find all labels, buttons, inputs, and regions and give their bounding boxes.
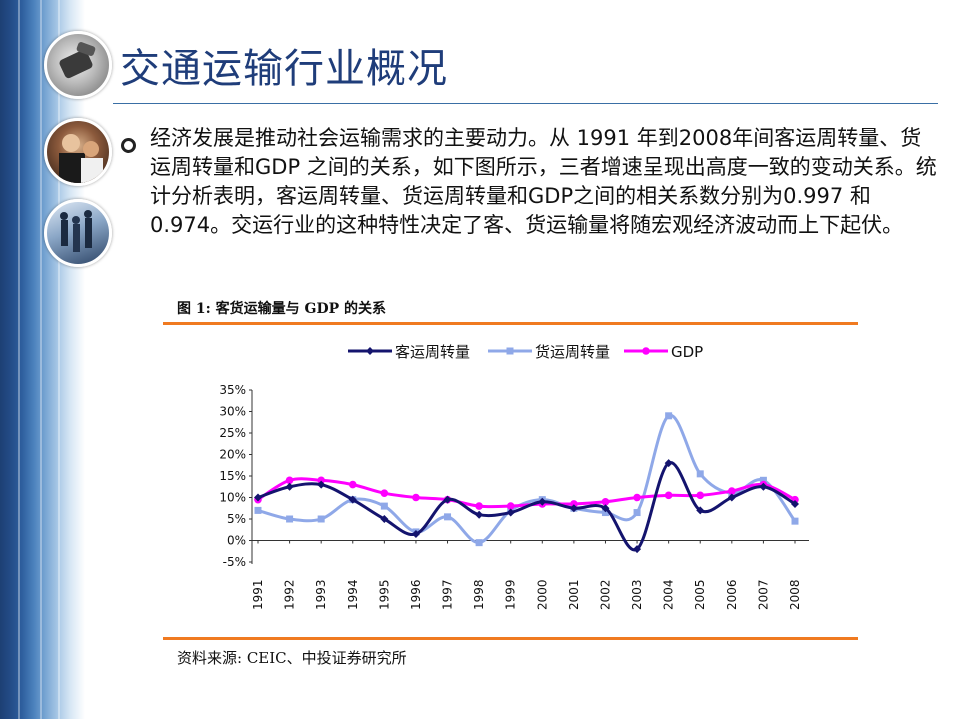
body-paragraph: 经济发展是推动社会运输需求的主要动力。从 1991 年到2008年间客运周转量、…: [150, 126, 937, 237]
bullet-icon: [121, 138, 136, 153]
series-1-point: [380, 502, 388, 510]
series-2-point: [696, 491, 705, 500]
x-tick-label: 2002: [598, 579, 612, 610]
figure-source: 资料来源: CEIC、中投证券研究所: [177, 649, 407, 667]
legend-label-2: GDP: [671, 343, 703, 361]
y-tick-label: 20%: [219, 448, 246, 462]
y-tick-label: 15%: [219, 469, 246, 483]
x-tick-label: 2000: [535, 579, 549, 610]
x-tick-label: 2007: [756, 579, 770, 610]
series-1-point: [759, 476, 767, 484]
series-0-point: [380, 515, 389, 523]
y-tick-label: 30%: [219, 405, 246, 419]
x-tick-label: 2005: [693, 579, 707, 610]
series-2-point: [285, 476, 294, 485]
figure-bottom-rule: [163, 637, 858, 640]
legend-label-1: 货运周转量: [535, 343, 610, 361]
y-tick-label: 10%: [219, 491, 246, 505]
figure-title: 图 1: 客货运输量与 GDP 的关系: [177, 301, 387, 317]
series-2-point: [412, 493, 420, 502]
bar-stripe: [58, 0, 60, 719]
series-1-point: [633, 509, 641, 517]
y-tick-label: -5%: [223, 555, 246, 569]
figure-top-rule: [163, 322, 858, 325]
x-tick-label: 2003: [630, 579, 644, 610]
series-2-point: [475, 502, 483, 510]
series-2-point: [664, 491, 673, 500]
series-2-point: [317, 476, 325, 485]
title-divider: [113, 103, 938, 104]
series-0-point: [569, 504, 578, 513]
series-0-point: [727, 493, 736, 502]
series-0-point: [348, 495, 357, 504]
series-0-point: [791, 499, 799, 508]
commuters-photo-icon: [44, 199, 112, 267]
series-2-point: [348, 480, 357, 489]
legend-marker-1: [506, 347, 514, 355]
x-tick-label: 2004: [662, 579, 676, 610]
series-1-point: [696, 470, 704, 478]
series-0-point: [633, 545, 642, 554]
series-2-point: [633, 493, 641, 502]
page-title: 交通运输行业概况: [120, 46, 448, 92]
x-tick-label: 2006: [725, 579, 739, 610]
x-tick-label: 1996: [409, 579, 423, 610]
series-2-point: [601, 498, 610, 506]
series-1-point: [286, 515, 294, 523]
x-tick-label: 1993: [314, 579, 328, 610]
series-1-point: [791, 517, 799, 525]
series-0-point: [411, 530, 420, 539]
series-1-point: [317, 515, 325, 523]
series-0-point: [285, 482, 294, 491]
bar-stripe: [40, 0, 42, 719]
series-1-point: [444, 513, 452, 521]
people-photo-icon: [44, 118, 112, 186]
series-0-point: [538, 497, 547, 506]
series-1-point: [254, 506, 262, 514]
series-0-point: [759, 482, 768, 491]
y-tick-label: 35%: [219, 383, 246, 397]
x-tick-label: 2001: [567, 579, 581, 610]
y-tick-label: 25%: [219, 426, 246, 440]
bar-stripe: [18, 0, 20, 719]
series-2-point: [570, 500, 578, 508]
series-line-1: [257, 414, 797, 545]
line-chart: 35% 30% 25% 20% 15% 10% 5% 0% -5% 1991 1992 1993 199…: [219, 343, 809, 610]
series-1-point: [475, 539, 483, 547]
x-tick-label: 2008: [788, 579, 802, 610]
x-tick-label: 1997: [441, 579, 455, 610]
phone-photo-icon: [44, 31, 112, 99]
legend-label-0: 客运周转量: [395, 343, 470, 361]
series-0-point: [601, 504, 610, 513]
x-tick-label: 1995: [377, 579, 391, 610]
series-0-point: [696, 506, 705, 515]
x-tick-label: 1994: [346, 579, 360, 610]
series-0-point: [475, 510, 484, 519]
x-tick-label: 1998: [472, 579, 486, 610]
x-tick-label: 1991: [251, 579, 265, 610]
series-0-point: [664, 459, 673, 468]
series-0-point: [254, 493, 262, 502]
series-0-point: [506, 508, 515, 517]
legend-marker-2: [642, 347, 650, 355]
x-tick-label: 1999: [504, 579, 518, 610]
x-tick-label: 1992: [283, 579, 297, 610]
left-decorative-bar: [0, 0, 85, 719]
series-2-point: [728, 487, 736, 495]
series-0-point: [443, 495, 452, 504]
series-2-point: [506, 502, 515, 510]
series-1-point: [601, 509, 609, 517]
legend-marker-0: [366, 347, 374, 355]
y-tick-label: 5%: [227, 512, 246, 526]
series-0-point: [317, 480, 326, 489]
series-1-point: [665, 412, 673, 420]
series-2-point: [380, 489, 389, 497]
y-tick-label: 0%: [227, 534, 246, 548]
